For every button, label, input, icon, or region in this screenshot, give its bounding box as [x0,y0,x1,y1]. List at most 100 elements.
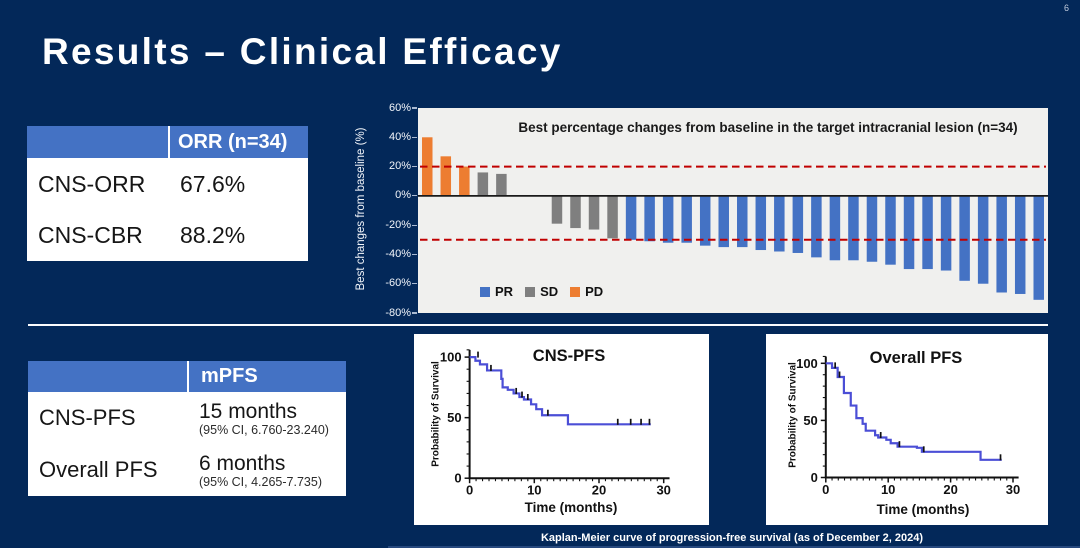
mpfs-header-empty-cell [28,361,187,392]
page-number: 6 [1063,3,1069,13]
mpfs-header-label: mPFS [187,361,346,392]
waterfall-bar [811,195,822,258]
waterfall-bar [977,195,989,284]
waterfall-bar [459,166,470,196]
orr-row-value: 88.2% [180,222,246,248]
bottom-accent-strip [388,546,1080,548]
waterfall-bar [866,195,878,262]
slide-title: Results – Clinical Efficacy [42,31,563,72]
waterfall-y-tick-mark [412,224,417,226]
km-card-cns-pfs: CNS-PFS Probability of Survival 0 10 20 30 0… [414,334,709,525]
km-x-tick-label: 20 [592,483,606,498]
waterfall-plot-area: Best percentage changes from baseline in… [418,108,1048,313]
waterfall-y-tick-label: 40% [388,130,411,143]
waterfall-y-tick-label: -40% [385,247,411,260]
waterfall-y-axis-title: Best changes from baseline (%) [355,128,367,291]
waterfall-y-axis-title-text: Best changes from baseline (%) [355,127,367,291]
waterfall-bar [774,195,785,252]
orr-row-label: CNS-ORR [38,171,146,197]
km-x-axis-title-overall-pfs: Time (months) [876,502,970,517]
legend-swatch-pd [570,286,581,297]
table-row: Overall PFS 6 months (95% CI, 4.265-7.73… [28,444,346,496]
waterfall-y-tick-label: 20% [388,160,411,173]
km-y-tick-label: 50 [803,413,817,428]
mpfs-row-label: CNS-PFS [39,405,136,430]
waterfall-bar [477,172,489,196]
mpfs-table-header-row: mPFS [28,361,346,392]
waterfall-bar [625,195,637,240]
km-x-tick-label: 20 [943,482,957,497]
table-row: CNS-PFS 15 months (95% CI, 6.760-23.240) [28,392,346,444]
waterfall-bar [718,195,729,248]
km-y-tick-label: 0 [454,471,461,486]
orr-row-value: 67.6% [180,171,246,197]
km-title-cns-pfs: CNS-PFS [532,347,606,365]
legend-item-sd: SD [525,284,558,299]
mpfs-row-ci: (95% CI, 6.760-23.240) [199,422,329,437]
km-y-tick-label: 0 [811,470,818,485]
orr-table-body: CNS-ORR 67.6% CNS-CBR 88.2% [27,158,308,261]
waterfall-bar [607,195,618,239]
waterfall-bar [662,195,674,243]
legend-item-pr: PR [480,284,513,299]
mpfs-row-value-cell: 6 months (95% CI, 4.265-7.735) [187,452,346,489]
waterfall-y-tick-mark [412,107,417,109]
waterfall-chart-title: Best percentage changes from baseline in… [518,120,1018,135]
waterfall-bar [496,173,507,196]
km-y-tick-label: 100 [440,350,462,365]
km-x-axis-title-cns-pfs: Time (months) [524,500,618,515]
waterfall-bar [959,195,970,281]
km-survival-curve [469,356,651,426]
km-plot-overall-pfs: 0 10 20 30 0 50 100 [796,356,1020,497]
mpfs-row-value-cell: 15 months (95% CI, 6.760-23.240) [187,400,346,437]
waterfall-bars-svg [418,137,1048,300]
km-survival-curve [825,362,1002,461]
orr-table-header-row: ORR (n=34) [27,126,308,158]
km-title-overall-pfs: Overall PFS [869,349,963,367]
waterfall-bar [440,156,452,196]
horizontal-divider-line [28,324,1048,326]
table-row: CNS-ORR 67.6% [27,159,308,210]
waterfall-bar [1033,195,1044,300]
legend-swatch-sd [525,286,536,297]
mpfs-table-body: CNS-PFS 15 months (95% CI, 6.760-23.240)… [28,392,346,496]
waterfall-bar [1014,195,1026,294]
km-y-tick-label: 50 [447,410,461,425]
waterfall-bar [940,195,952,271]
mpfs-row-value: 15 months [199,399,298,423]
waterfall-bar [699,195,711,246]
waterfall-bar [903,195,915,270]
waterfall-bar [588,195,600,230]
mpfs-row-value: 6 months [199,451,286,475]
legend-label: SD [540,284,559,299]
waterfall-y-tick-label: -60% [385,277,411,290]
km-caption: Kaplan-Meier curve of progression-free s… [540,532,924,544]
waterfall-bar [681,195,692,243]
waterfall-y-tick-mark [412,165,417,168]
waterfall-bar [848,195,859,261]
mpfs-row-ci: (95% CI, 4.265-7.735) [199,474,322,489]
orr-row-label: CNS-CBR [38,222,143,248]
mpfs-table: mPFS CNS-PFS 15 months (95% CI, 6.760-23… [28,361,346,496]
km-x-tick-label: 0 [466,483,473,498]
waterfall-bar [551,195,563,224]
waterfall-bar [755,195,767,251]
waterfall-bar [829,195,841,261]
waterfall-y-tick-mark [412,136,417,138]
orr-table: ORR (n=34) CNS-ORR 67.6% CNS-CBR 88.2% [27,126,308,261]
mpfs-row-label: Overall PFS [39,457,158,482]
waterfall-y-tick-mark [412,195,417,197]
legend-swatch-pr [480,286,490,297]
waterfall-y-tick-label: 0% [395,189,411,202]
orr-header-empty-cell [27,126,168,158]
waterfall-bar [644,195,655,242]
waterfall-bar [737,195,748,248]
legend-label: PR [495,284,514,299]
waterfall-bar [922,195,933,270]
waterfall-legend: PR SD PD [480,284,603,299]
km-x-tick-label: 10 [881,482,895,497]
waterfall-bar [996,195,1007,293]
waterfall-y-tick-label: 60% [388,101,411,114]
waterfall-y-tick-mark [412,253,417,256]
